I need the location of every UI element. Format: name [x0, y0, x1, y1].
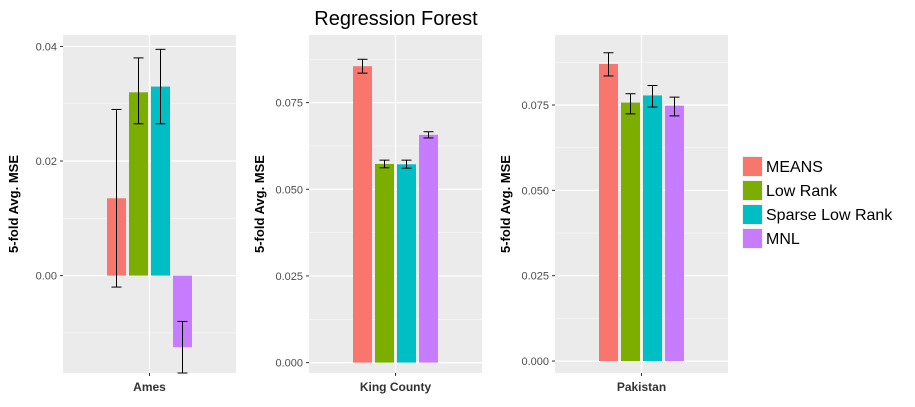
- bar-mnl: [665, 105, 684, 362]
- y-axis-label: 5-fold Avg. MSE: [6, 155, 21, 253]
- legend-label-means: MEANS: [766, 159, 823, 176]
- bar-low-rank: [375, 163, 394, 363]
- bar-sparse-low-rank: [151, 86, 170, 276]
- y-tick-label: 0.000: [275, 358, 303, 370]
- y-tick-label: 0.00: [36, 271, 57, 283]
- y-tick-label: 0.02: [36, 156, 57, 168]
- bar-means: [599, 64, 618, 362]
- x-tick-label: Ames: [133, 380, 166, 394]
- chart-title: Regression Forest: [314, 8, 478, 30]
- x-tick-label: Pakistan: [617, 380, 666, 394]
- x-tick-label: King County: [360, 380, 432, 394]
- panel-pakistan: 0.000 0.025 0.050 0.075 Pakistan 5-fold Avg. …: [498, 35, 728, 394]
- bar-low-rank: [621, 102, 640, 362]
- bar-mnl: [419, 134, 438, 363]
- y-tick-label: 0.075: [521, 100, 549, 112]
- y-tick-label: 0.050: [521, 185, 549, 197]
- panels: 0.00 0.02 0.04 Ames 5-fold Avg. MSE 0.000 0.02…: [6, 35, 728, 394]
- legend-label-mnl: MNL: [766, 231, 800, 248]
- legend-swatch-sparse-low-rank: [743, 205, 762, 224]
- bar-means: [353, 66, 372, 363]
- legend-label-low-rank: Low Rank: [766, 183, 838, 200]
- legend: MEANS Low Rank Sparse Low Rank MNL: [742, 156, 893, 249]
- bar-mnl: [173, 275, 192, 348]
- y-tick-label: 0.04: [36, 41, 57, 53]
- panel-ames: 0.00 0.02 0.04 Ames 5-fold Avg. MSE: [6, 35, 236, 394]
- panel-king-county: 0.000 0.025 0.050 0.075 King County 5-fold Av…: [252, 35, 482, 394]
- legend-swatch-low-rank: [743, 181, 762, 200]
- y-tick-label: 0.025: [275, 271, 303, 283]
- legend-swatch-means: [743, 157, 762, 176]
- y-axis-label: 5-fold Avg. MSE: [498, 155, 513, 253]
- bar-low-rank: [129, 92, 148, 276]
- y-axis-label: 5-fold Avg. MSE: [252, 155, 267, 253]
- y-tick-label: 0.050: [275, 184, 303, 196]
- legend-swatch-mnl: [743, 229, 762, 248]
- y-tick-label: 0.075: [275, 98, 303, 110]
- bar-sparse-low-rank: [397, 164, 416, 363]
- y-tick-label: 0.000: [521, 356, 549, 368]
- bar-sparse-low-rank: [643, 95, 662, 362]
- legend-label-sparse-low-rank: Sparse Low Rank: [766, 207, 893, 224]
- y-tick-label: 0.025: [521, 271, 549, 283]
